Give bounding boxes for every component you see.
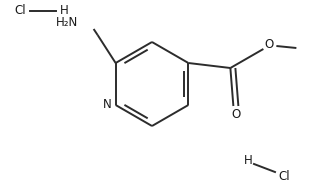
Text: O: O (265, 39, 274, 51)
Text: Cl: Cl (278, 170, 290, 184)
Text: Cl: Cl (14, 5, 26, 18)
Text: H: H (60, 5, 68, 18)
Text: H: H (244, 154, 252, 167)
Text: N: N (103, 98, 112, 112)
Text: O: O (232, 108, 241, 121)
Text: H₂N: H₂N (55, 15, 78, 29)
